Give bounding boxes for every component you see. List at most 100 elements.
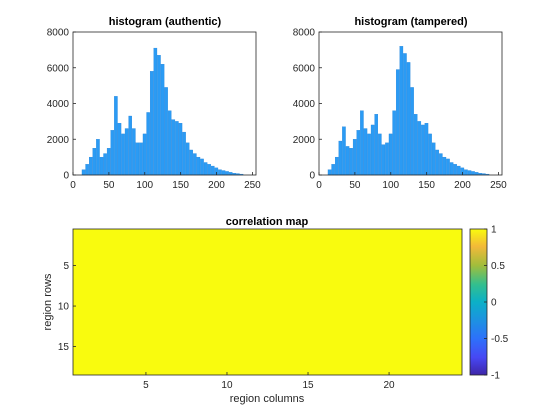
histogram-bar bbox=[161, 64, 164, 175]
x-tick-label: 100 bbox=[382, 180, 399, 191]
colorbar-tick-label: 0.5 bbox=[491, 261, 505, 272]
histogram-bar bbox=[193, 154, 196, 175]
histogram-bar bbox=[200, 159, 203, 175]
histogram-bar bbox=[129, 116, 132, 175]
histogram-bar bbox=[104, 154, 107, 175]
histogram-bar bbox=[96, 139, 99, 175]
histogram-bar bbox=[367, 134, 370, 175]
histogram-bar bbox=[393, 111, 396, 175]
colorbar-tick-label: 1 bbox=[491, 225, 497, 236]
histogram-bar bbox=[353, 139, 356, 175]
histogram-bar bbox=[147, 112, 150, 175]
histogram-bar bbox=[425, 123, 428, 175]
histogram-bar bbox=[175, 121, 178, 175]
y-tick-label: 15 bbox=[58, 342, 70, 353]
histogram-bar bbox=[222, 171, 225, 175]
x-tick-label: 20 bbox=[384, 380, 396, 391]
x-tick-label: 100 bbox=[136, 180, 153, 191]
histogram-bar bbox=[143, 134, 146, 175]
histogram-bar bbox=[204, 162, 207, 175]
x-tick-label: 250 bbox=[244, 180, 261, 191]
x-axis-label: region columns bbox=[230, 393, 305, 405]
histogram-bar bbox=[121, 134, 124, 175]
histogram-bar bbox=[389, 134, 392, 175]
histogram-tampered-bars bbox=[328, 46, 489, 175]
histogram-bar bbox=[154, 48, 157, 175]
histogram-bar bbox=[385, 143, 388, 175]
y-tick-label: 0 bbox=[63, 171, 69, 182]
x-tick-label: 15 bbox=[302, 380, 314, 391]
histogram-bar bbox=[190, 150, 193, 175]
histogram-tampered-title: histogram (tampered) bbox=[354, 16, 467, 28]
histogram-bar bbox=[186, 143, 189, 175]
x-tick-label: 150 bbox=[418, 180, 435, 191]
x-tick-label: 200 bbox=[454, 180, 471, 191]
histogram-bar bbox=[454, 164, 457, 175]
x-tick-label: 50 bbox=[103, 180, 115, 191]
histogram-bar bbox=[436, 150, 439, 175]
histogram-bar bbox=[165, 87, 168, 175]
histogram-bar bbox=[396, 70, 399, 175]
histogram-bar bbox=[346, 146, 349, 175]
y-tick-label: 5 bbox=[63, 261, 69, 272]
correlation-map-cells bbox=[73, 229, 462, 375]
histogram-bar bbox=[403, 53, 406, 175]
y-tick-label: 0 bbox=[309, 171, 315, 182]
histogram-bar bbox=[418, 121, 421, 175]
y-tick-label: 8000 bbox=[293, 28, 316, 39]
x-tick-label: 50 bbox=[349, 180, 361, 191]
histogram-bar bbox=[439, 154, 442, 175]
x-tick-label: 200 bbox=[208, 180, 225, 191]
x-tick-label: 0 bbox=[70, 180, 76, 191]
histogram-bar bbox=[350, 148, 353, 175]
histogram-bar bbox=[157, 55, 160, 175]
y-tick-label: 4000 bbox=[293, 99, 316, 110]
histogram-bar bbox=[378, 134, 381, 175]
colorbar: 1 0.5 0 -0.5 -1 bbox=[470, 225, 509, 382]
histogram-bar bbox=[107, 148, 110, 175]
histogram-bar bbox=[357, 130, 360, 175]
histogram-bar bbox=[211, 166, 214, 175]
histogram-tampered: histogram (tampered) 0 50 100 150 200 250 0 200… bbox=[293, 16, 507, 191]
histogram-bar bbox=[446, 159, 449, 175]
histogram-bar bbox=[89, 157, 92, 175]
histogram-bar bbox=[208, 164, 211, 175]
x-tick-label: 10 bbox=[221, 380, 233, 391]
histogram-bar bbox=[100, 157, 103, 175]
histogram-bar bbox=[229, 172, 232, 175]
histogram-bar bbox=[411, 87, 414, 175]
histogram-bar bbox=[93, 148, 96, 175]
histogram-bar bbox=[371, 125, 374, 175]
histogram-bar bbox=[82, 170, 85, 175]
histogram-bar bbox=[111, 130, 114, 175]
histogram-bar bbox=[86, 164, 89, 175]
histogram-bar bbox=[382, 145, 385, 175]
histogram-authentic-title: histogram (authentic) bbox=[109, 16, 222, 28]
histogram-bar bbox=[339, 141, 342, 175]
y-axis-label: region rows bbox=[42, 273, 54, 330]
histogram-bar bbox=[464, 170, 467, 175]
histogram-bar bbox=[375, 114, 378, 175]
histogram-bar bbox=[364, 129, 367, 175]
histogram-bar bbox=[114, 96, 117, 175]
histogram-bar bbox=[335, 157, 338, 175]
colorbar-ticks: 10.50-0.5-1 bbox=[484, 225, 509, 382]
histogram-bar bbox=[414, 114, 417, 175]
histogram-bar bbox=[475, 172, 478, 175]
y-tick-label: 10 bbox=[58, 302, 70, 313]
y-tick-label: 4000 bbox=[47, 99, 70, 110]
histogram-bar bbox=[328, 170, 331, 175]
histogram-bar bbox=[472, 171, 475, 175]
histogram-bar bbox=[360, 111, 363, 175]
x-tick-label: 0 bbox=[316, 180, 322, 191]
correlation-map: correlation map 5 10 15 2051015 region colu… bbox=[42, 216, 462, 405]
histogram-bar bbox=[132, 129, 135, 175]
y-tick-label: 2000 bbox=[293, 135, 316, 146]
histogram-bar bbox=[407, 62, 410, 175]
histogram-bar bbox=[332, 164, 335, 175]
histogram-bar bbox=[421, 125, 424, 175]
histogram-bar bbox=[226, 171, 229, 175]
colorbar-tick-label: -1 bbox=[491, 371, 500, 382]
histogram-bar bbox=[179, 123, 182, 175]
histogram-bar bbox=[457, 166, 460, 175]
